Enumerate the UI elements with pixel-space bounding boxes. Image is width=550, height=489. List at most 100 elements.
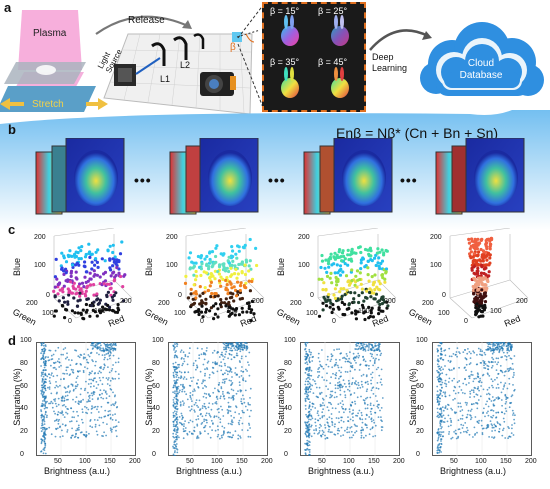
panel-a-letter: a [4,0,12,15]
angle-label-25: β = 25° [318,6,348,16]
xlabel-brightness: Brightness (a.u.) [44,466,111,476]
panel-d-letter: d [8,333,16,348]
axis-label-blue: Blue [408,257,419,277]
panel-c-letter: c [8,222,16,237]
plasma-label: Plasma [33,28,67,39]
ytick-0: 0 [284,451,288,458]
tick-blue-200: 200 [166,234,178,241]
release-label: Release [128,15,165,26]
panel-b-letter: b [8,122,16,137]
tick-green-100: 100 [306,310,318,317]
ytick-2: 40 [20,405,28,413]
energy-equation: Enβ = Nβ* (Cn + Bn + Sn) [336,125,499,141]
rgb-scatter-plot-2 [156,227,274,339]
ytick-2: 40 [284,405,292,413]
ytick-5: 100 [20,337,32,344]
tick-green-200: 200 [290,300,302,307]
xtick-0: 50 [450,458,458,465]
cloud-database-label: Cloud Database [459,58,503,81]
tick-blue-100: 100 [34,262,46,269]
ytick-4: 80 [416,359,424,367]
tick-red-200: 200 [252,298,264,305]
ytick-1: 20 [20,428,28,436]
ytick-2: 40 [416,405,424,413]
tick-blue-200: 200 [430,234,442,241]
xtick-3: 200 [261,458,273,465]
xtick-0: 50 [318,458,326,465]
ytick-5: 100 [284,337,296,344]
tick-blue-0: 0 [442,292,446,299]
rgb-scatter-plot-3 [288,227,406,339]
ellipsis-2: ••• [268,172,286,188]
heatmap-group-4 [435,138,525,215]
ytick-0: 0 [20,451,24,458]
tick-green-100: 100 [438,310,450,317]
saturation-scatter-plot-1 [36,341,136,461]
tick-green-100: 100 [42,310,54,317]
beta-mark: β [230,42,236,53]
tick-blue-200: 200 [298,234,310,241]
xtick-2: 150 [236,458,248,465]
xtick-1: 100 [475,458,487,465]
tick-blue-0: 0 [310,292,314,299]
xtick-2: 150 [104,458,116,465]
saturation-scatter-plot-3 [300,341,400,461]
rgb-scatter-plot-1 [24,227,142,339]
tick-red-100: 100 [226,308,238,315]
tick-blue-100: 100 [166,262,178,269]
xtick-3: 200 [393,458,405,465]
tick-red-100: 100 [490,308,502,315]
ytick-4: 80 [152,359,160,367]
ytick-3: 60 [416,382,424,390]
ytick-3: 60 [284,382,292,390]
lens-1-label: L1 [160,74,171,84]
tick-red-0: 0 [200,318,204,325]
release-arrow [95,15,192,35]
ylabel-saturation: Saturation (%) [407,368,418,426]
tick-green-200: 200 [158,300,170,307]
ellipsis-3: ••• [400,172,418,188]
ytick-3: 60 [152,382,160,390]
xlabel-brightness: Brightness (a.u.) [308,466,375,476]
tick-blue-100: 100 [430,262,442,269]
panel-b-band [0,110,550,230]
angle-label-35: β = 35° [270,57,300,67]
deep-learning-arrow [369,29,432,51]
ytick-0: 0 [416,451,420,458]
xlabel-brightness: Brightness (a.u.) [440,466,507,476]
ytick-1: 20 [416,428,424,436]
ylabel-saturation: Saturation (%) [275,368,286,426]
axis-label-blue: Blue [144,257,155,277]
tick-green-200: 200 [26,300,38,307]
xtick-3: 200 [525,458,537,465]
xtick-0: 50 [54,458,62,465]
ellipsis-1: ••• [134,172,152,188]
tick-blue-0: 0 [178,292,182,299]
callout-lines [237,3,265,111]
tick-green-100: 100 [174,310,186,317]
tick-red-0: 0 [464,318,468,325]
tick-blue-200: 200 [34,234,46,241]
angle-image-grid [262,2,366,112]
angle-image-rabbits [281,15,349,98]
tick-red-0: 0 [68,318,72,325]
deep-learning-label: Deep Learning [372,52,408,73]
tick-blue-100: 100 [298,262,310,269]
xtick-2: 150 [368,458,380,465]
tick-green-200: 200 [422,300,434,307]
ytick-4: 80 [20,359,28,367]
ylabel-saturation: Saturation (%) [143,368,154,426]
heatmap-stacks [35,138,525,215]
xtick-0: 50 [186,458,194,465]
ytick-5: 100 [152,337,164,344]
tick-red-200: 200 [516,298,528,305]
xtick-1: 100 [79,458,91,465]
tick-red-200: 200 [384,298,396,305]
tick-red-100: 100 [94,308,106,315]
xtick-2: 150 [500,458,512,465]
axis-label-blue: Blue [276,257,287,277]
angle-label-45: β = 45° [318,57,348,67]
angle-label-15: β = 15° [270,6,300,16]
tick-blue-0: 0 [46,292,50,299]
heatmap-group-3 [303,138,393,215]
